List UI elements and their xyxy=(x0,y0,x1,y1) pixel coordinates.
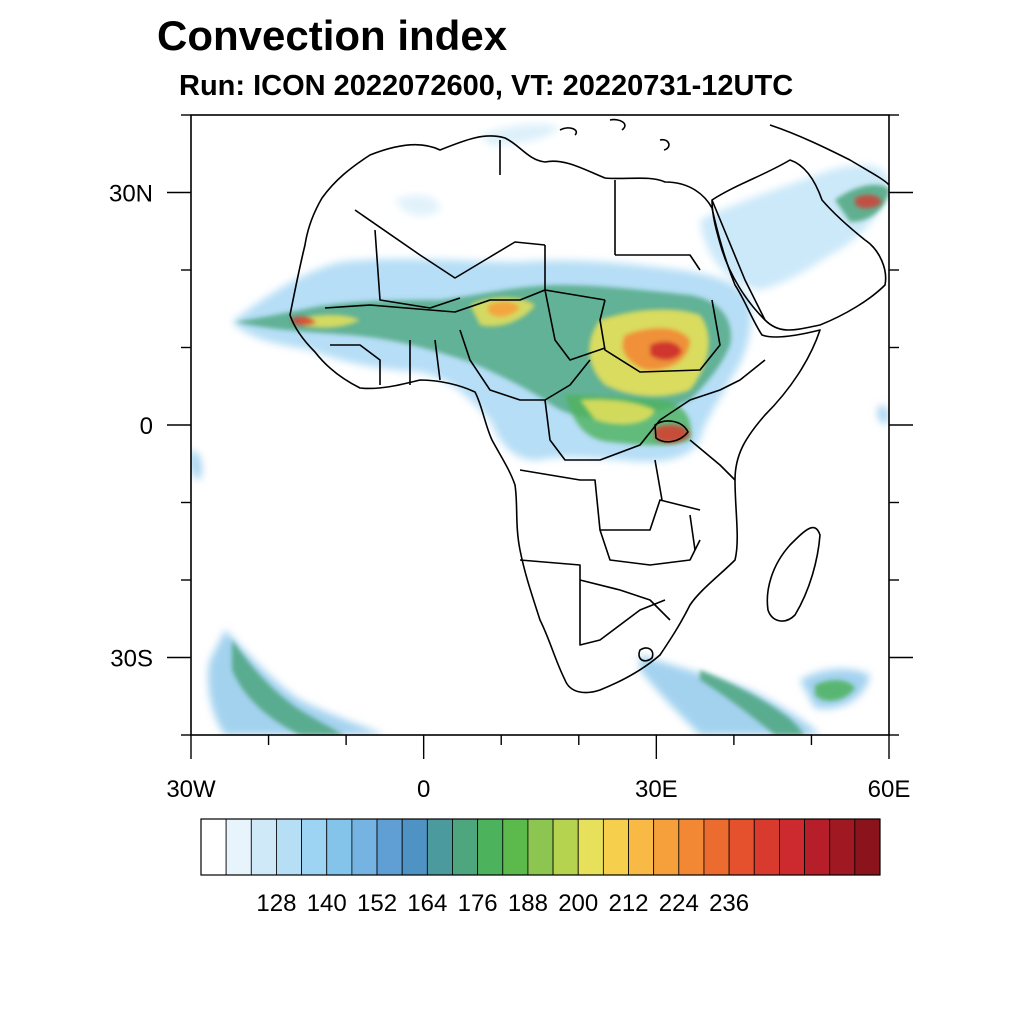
colorbar-label: 236 xyxy=(709,890,749,917)
border-sahara-5 xyxy=(615,254,701,271)
colorbar-label: 176 xyxy=(458,890,498,917)
colorbar-bin xyxy=(602,818,629,876)
colorbar-label: 224 xyxy=(659,890,699,917)
field-congo-yellow xyxy=(580,399,655,425)
border-sahel xyxy=(324,289,546,313)
colorbar-bin xyxy=(728,818,755,876)
colorbar-bin xyxy=(854,818,881,876)
border-west-africa-3 xyxy=(434,339,441,381)
convection-field xyxy=(191,124,889,735)
colorbar-bin xyxy=(301,818,328,876)
field-north-africa-light xyxy=(395,194,440,216)
field-south-atlantic-mid xyxy=(232,640,345,735)
border-zambia xyxy=(599,529,701,566)
colorbar-label: 128 xyxy=(256,890,296,917)
colorbar-bin xyxy=(628,818,655,876)
coastlines-borders xyxy=(289,118,889,694)
y-tick-label: 0 xyxy=(140,413,153,440)
field-west-africa-yellow xyxy=(300,314,360,328)
colorbar-bin xyxy=(552,818,579,876)
chart-subtitle: Run: ICON 2022072600, VT: 20220731-12UTC xyxy=(179,70,794,102)
y-tick-label: 30N xyxy=(109,181,153,208)
axes: 30W 0 30E 60E 30N 0 30S xyxy=(109,114,913,803)
madagascar xyxy=(766,526,821,622)
colorbar-bin xyxy=(678,818,705,876)
border-congo xyxy=(544,399,661,461)
colorbar-bin xyxy=(200,818,227,876)
colorbar-bin xyxy=(653,818,680,876)
colorbar-bin xyxy=(276,818,302,876)
colorbar-label: 212 xyxy=(608,890,648,917)
colorbar-bin xyxy=(577,818,604,876)
field-middle-east-light xyxy=(700,165,889,290)
field-sw-indian-mid xyxy=(700,670,805,735)
chart-title: Convection index xyxy=(157,12,508,59)
border-east-africa xyxy=(659,359,766,421)
lake-malawi xyxy=(689,514,696,551)
colorbar-bin xyxy=(753,818,780,876)
border-gulf-guinea xyxy=(459,329,591,401)
colorbar-label: 164 xyxy=(407,890,447,917)
colorbar-label: 140 xyxy=(307,890,347,917)
colorbar-bin xyxy=(326,818,353,876)
border-chad xyxy=(544,289,606,361)
colorbar: 128 140 152 164 176 188 200 212 224 236 xyxy=(200,818,881,917)
field-sudan-red xyxy=(650,341,682,360)
colorbar-frame xyxy=(200,818,881,876)
border-botswana xyxy=(579,579,671,621)
field-equatorial-east-cell xyxy=(877,405,889,425)
colorbar-bin xyxy=(829,818,856,876)
lake-victoria xyxy=(654,420,689,443)
colorbar-bin xyxy=(250,818,277,876)
x-tick-label: 60E xyxy=(868,776,911,803)
border-namibia xyxy=(519,559,666,646)
colorbar-bin xyxy=(703,818,730,876)
convection-light-layer xyxy=(191,124,889,735)
field-nigeria-orange xyxy=(488,301,520,317)
colorbar-label: 200 xyxy=(558,890,598,917)
convection-high-layer xyxy=(292,194,882,443)
colorbar-bin xyxy=(527,818,554,876)
y-tick-label: 30S xyxy=(110,646,153,673)
border-sudan xyxy=(599,299,721,373)
colorbar-bin xyxy=(351,818,378,876)
x-tick-label: 30E xyxy=(635,776,678,803)
colorbar-label: 188 xyxy=(508,890,548,917)
red-sea-east xyxy=(711,199,766,321)
africa-coastline xyxy=(289,135,821,694)
field-equatorial-west-cell xyxy=(191,450,202,480)
x-tick-label: 0 xyxy=(417,776,430,803)
field-south-atlantic-light xyxy=(208,630,385,735)
colorbar-bin xyxy=(401,818,428,876)
border-kenya-tanzania xyxy=(689,439,736,481)
border-mali xyxy=(374,229,461,309)
border-angola xyxy=(519,469,701,531)
colorbar-bin xyxy=(452,818,479,876)
colorbar-bin xyxy=(225,818,252,876)
colorbar-bin xyxy=(804,818,831,876)
x-tick-label: 30W xyxy=(166,776,216,803)
border-sahara-1 xyxy=(354,209,546,279)
border-west-africa-1 xyxy=(330,344,381,385)
mediterranean-islands xyxy=(559,118,670,151)
colorbar-bin xyxy=(376,818,403,876)
colorbar-bin xyxy=(426,818,453,876)
field-gulf-red xyxy=(855,194,882,209)
colorbar-bin xyxy=(779,818,805,876)
border-lesotho xyxy=(638,647,654,662)
lake-tanganyika xyxy=(654,459,663,501)
arabia xyxy=(711,159,887,331)
field-mediterranean-light xyxy=(480,124,560,145)
colorbar-bin xyxy=(502,818,529,876)
colorbar-label: 152 xyxy=(357,890,397,917)
field-senegal-red xyxy=(292,316,316,326)
field-south-indian-mid xyxy=(815,680,855,701)
colorbar-bin xyxy=(477,818,504,876)
iran-coast xyxy=(769,124,889,186)
